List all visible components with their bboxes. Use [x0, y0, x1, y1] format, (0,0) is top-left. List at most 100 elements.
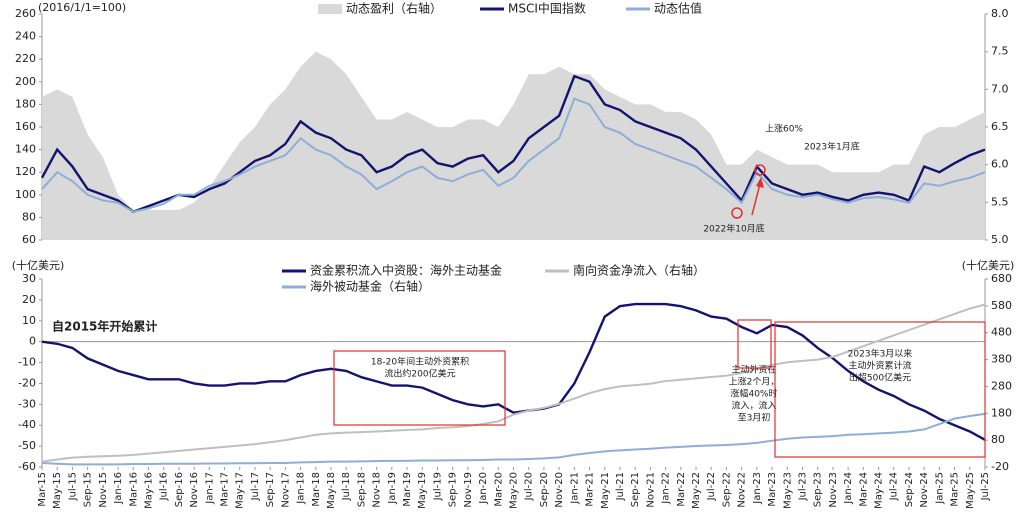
annotation: 上涨60%: [765, 124, 803, 135]
annotation: 主动外资在: [731, 364, 776, 376]
x-tick-label: Mar-24: [858, 472, 869, 507]
y-tick-label: 30: [22, 272, 36, 285]
legend-swatch: [318, 4, 342, 14]
annotation: 2023年3月以来: [848, 348, 913, 360]
y-axis-title: (2016/1/1=100): [38, 1, 126, 14]
x-tick-label: Nov-21: [645, 472, 656, 508]
x-tick-label: May-16: [143, 472, 154, 509]
legend-label: 海外被动基金（右轴）: [310, 279, 430, 294]
x-tick-label: Mar-19: [402, 472, 413, 507]
x-tick-label: Nov-17: [280, 472, 291, 508]
x-tick-label: Mar-18: [311, 472, 322, 507]
y2-tick-label: 680: [991, 272, 1012, 285]
y2-tick-label: 6.0: [991, 158, 1009, 171]
x-tick-label: Jul-17: [250, 472, 261, 501]
x-tick-label: Jan-17: [204, 472, 215, 505]
legend-label: 南向资金净流入（右轴）: [573, 263, 705, 278]
annotation: 2022年10月底: [703, 223, 764, 235]
x-tick-label: Mar-15: [37, 472, 48, 507]
x-tick-label: Sep-20: [539, 472, 550, 507]
y2-tick-label: 280: [991, 379, 1012, 392]
x-tick-label: Nov-19: [463, 472, 474, 508]
x-tick-label: Sep-24: [904, 472, 915, 507]
highlight-box: [774, 321, 986, 458]
x-tick-label: Jan-16: [113, 472, 124, 505]
y2-tick-label: 380: [991, 353, 1012, 366]
x-tick-label: May-15: [52, 472, 63, 509]
y2-tick-label: 480: [991, 326, 1012, 339]
line: [41, 412, 986, 466]
annotation: 流入，流入: [731, 400, 776, 412]
annotation: 18-20年间主动外资累积: [371, 356, 469, 368]
x-tick-label: Mar-25: [950, 472, 961, 507]
y-tick-label: 140: [15, 143, 36, 156]
y-tick-label: -20: [18, 376, 36, 389]
annotation: 流出约200亿美元: [384, 368, 455, 380]
annotation: 涨幅40%时: [730, 388, 777, 400]
y-tick-label: 180: [15, 97, 36, 110]
x-tick-label: Sep-19: [448, 472, 459, 507]
y-tick-label: 60: [22, 233, 36, 246]
y2-tick-label: 6.5: [991, 120, 1009, 133]
annotation: 主动外资累计流: [848, 360, 911, 372]
x-tick-label: Mar-16: [128, 472, 139, 507]
x-tick-label: Jul-22: [706, 472, 717, 501]
y2-tick-label: 5.5: [991, 195, 1009, 208]
x-tick-label: May-23: [782, 472, 793, 509]
line: [41, 97, 986, 213]
arrow: [751, 183, 761, 216]
annotation: 2023年1月底: [804, 141, 860, 153]
y-tick-label: 220: [15, 52, 36, 65]
y2-tick-label: -20: [991, 460, 1009, 473]
x-tick-label: Jul-21: [615, 472, 626, 501]
x-tick-label: Jan-25: [934, 472, 945, 505]
y2-tick-label: 80: [991, 433, 1005, 446]
x-tick-label: Jul-16: [159, 472, 170, 501]
x-tick-label: Jan-18: [296, 472, 307, 505]
x-tick-label: May-20: [509, 472, 520, 509]
annotation: 出超500亿美元: [849, 372, 911, 384]
y-tick-label: -60: [18, 460, 36, 473]
y-tick-label: -50: [18, 439, 36, 452]
y2-tick-label: 580: [991, 299, 1012, 312]
x-tick-label: Nov-23: [828, 472, 839, 508]
x-tick-label: May-22: [691, 472, 702, 509]
y-tick-label: 200: [15, 75, 36, 88]
x-tick-label: Jul-20: [524, 472, 535, 501]
line: [40, 74, 986, 214]
x-tick-label: Jul-15: [67, 472, 78, 501]
x-tick-label: Nov-15: [98, 472, 109, 508]
annotation: 上涨2个月，: [729, 377, 780, 388]
x-tick-label: Mar-17: [220, 472, 231, 507]
x-tick-label: Mar-22: [676, 472, 687, 507]
x-tick-label: May-18: [326, 472, 337, 509]
x-tick-label: Jan-21: [569, 472, 580, 505]
y-tick-label: 0: [29, 335, 36, 348]
x-tick-label: Jan-20: [478, 472, 489, 505]
x-tick-label: Jul-23: [797, 472, 808, 501]
legend-label: 动态估值: [654, 1, 702, 16]
line: [41, 302, 986, 441]
x-tick-label: May-19: [417, 472, 428, 509]
y2-tick-label: 7.0: [991, 82, 1009, 95]
y2-tick-label: 5.0: [991, 233, 1009, 246]
x-tick-label: May-17: [235, 472, 246, 509]
x-tick-label: Sep-18: [356, 472, 367, 507]
y-tick-label: 10: [22, 314, 36, 327]
x-tick-label: Sep-21: [630, 472, 641, 507]
highlight-circle: [754, 164, 766, 176]
x-tick-label: Jul-19: [432, 472, 443, 501]
y2-tick-label: 180: [991, 406, 1012, 419]
y2-tick-label: 7.5: [991, 45, 1009, 58]
y-tick-label: -30: [18, 397, 36, 410]
y-tick-label: 240: [15, 30, 36, 43]
x-tick-label: Sep-17: [265, 472, 276, 507]
x-tick-label: Mar-21: [585, 472, 596, 507]
line: [41, 303, 986, 463]
y-tick-label: 80: [22, 210, 36, 223]
x-tick-label: Mar-20: [493, 472, 504, 507]
x-tick-label: Nov-22: [737, 472, 748, 508]
y2-axis-title: (十亿美元): [962, 258, 1015, 272]
x-tick-label: Nov-18: [372, 472, 383, 508]
